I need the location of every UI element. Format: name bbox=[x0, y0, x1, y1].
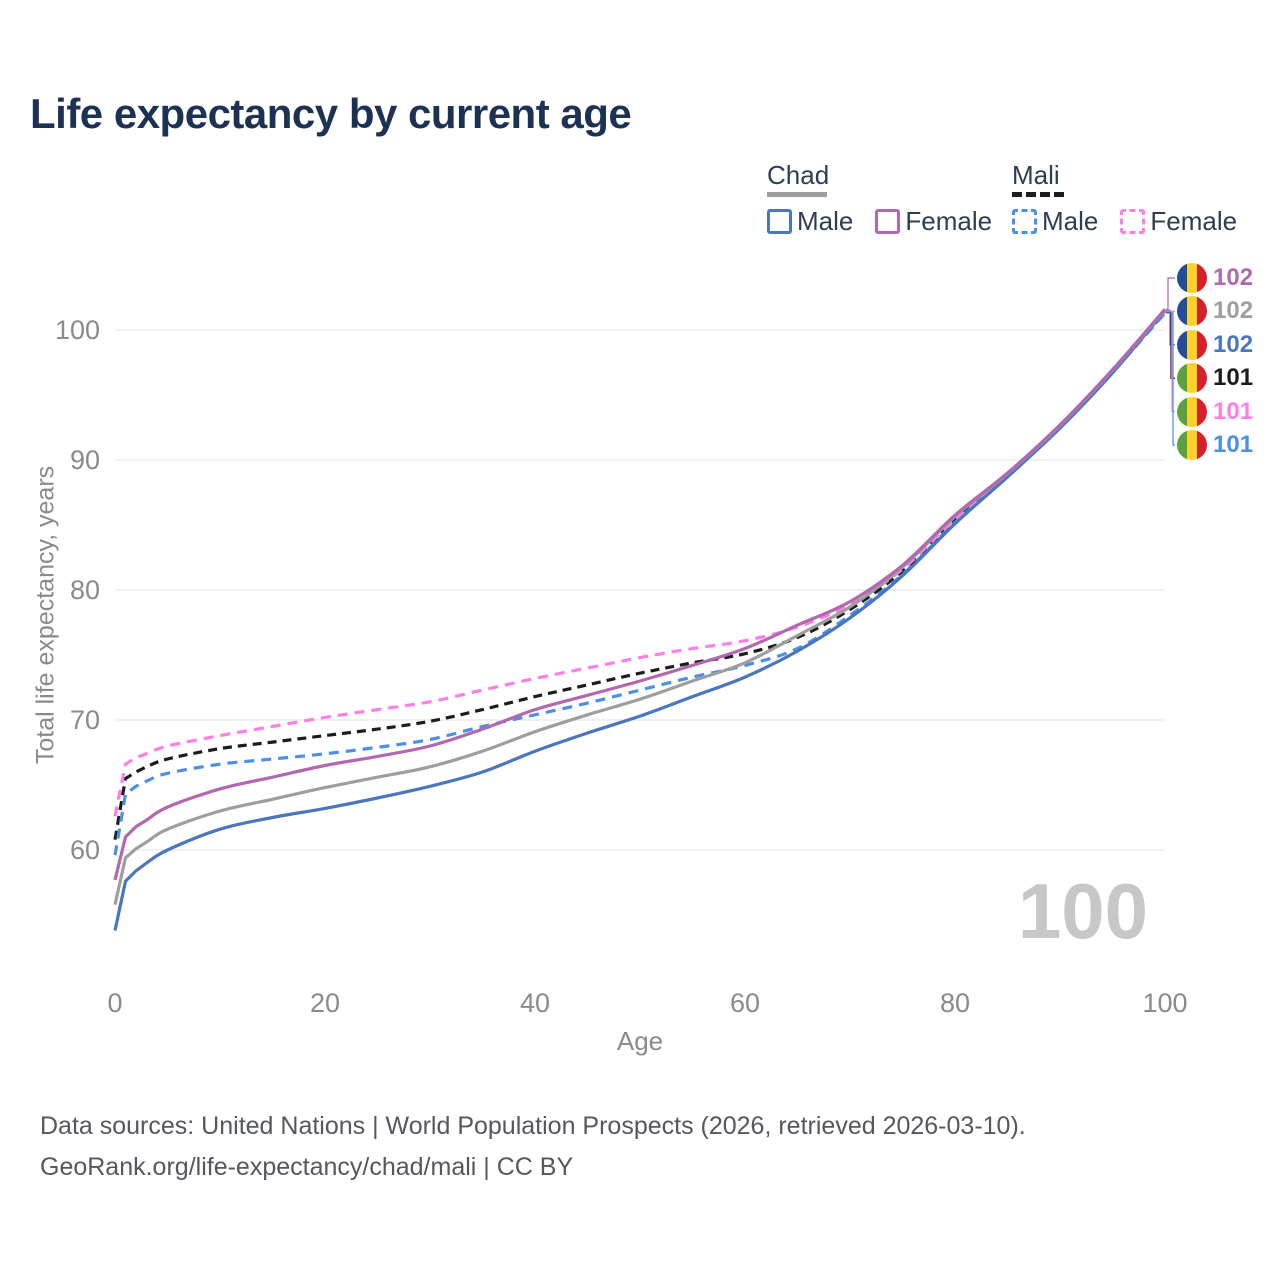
mali-line-style-sample bbox=[1012, 192, 1064, 197]
end-label-connector bbox=[1166, 277, 1175, 310]
y-tick-label: 60 bbox=[70, 835, 100, 865]
legend-group-mali: Mali Male Female bbox=[1012, 162, 1237, 237]
end-value-label: 101 bbox=[1213, 431, 1254, 458]
chad-female-checkbox[interactable] bbox=[875, 209, 901, 234]
legend-item-chad-female[interactable]: Female bbox=[875, 206, 992, 237]
chad-male-checkbox[interactable] bbox=[767, 209, 792, 234]
series-line-chad-total[interactable] bbox=[113, 308, 1167, 905]
mali-female-label: Female bbox=[1150, 206, 1238, 236]
mali-flag-icon bbox=[1177, 430, 1207, 460]
legend-chad-title: Chad bbox=[767, 160, 830, 190]
age-counter-watermark: 100 bbox=[1017, 867, 1148, 955]
end-value-label: 101 bbox=[1213, 397, 1254, 425]
series-end-label-mali-male: 101 bbox=[1177, 430, 1253, 461]
x-tick-label: 80 bbox=[940, 988, 970, 1018]
mali-flag-icon bbox=[1177, 396, 1207, 427]
chad-female-label: Female bbox=[905, 206, 993, 236]
mali-male-checkbox[interactable] bbox=[1012, 209, 1037, 234]
y-tick-label: 90 bbox=[70, 445, 100, 475]
end-value-label: 102 bbox=[1213, 330, 1254, 358]
x-tick-label: 20 bbox=[310, 988, 340, 1018]
series-end-label-chad-total: 102 bbox=[1177, 296, 1253, 327]
series-end-label-mali-female: 101 bbox=[1177, 396, 1253, 427]
y-tick-label: 100 bbox=[55, 315, 100, 345]
legend-item-mali-male[interactable]: Male bbox=[1012, 206, 1098, 237]
series-line-chad-female[interactable] bbox=[113, 308, 1167, 881]
legend-mali-items: Male Female bbox=[1012, 206, 1237, 237]
series-end-label-chad-female: 102 bbox=[1177, 263, 1253, 294]
mali-male-label: Male bbox=[1042, 206, 1099, 236]
chad-male-label: Male bbox=[797, 206, 854, 236]
chad-flag-icon bbox=[1177, 329, 1207, 360]
chad-flag-icon bbox=[1177, 296, 1207, 327]
legend-chad-items: Male Female bbox=[767, 206, 992, 237]
series-end-label-chad-male: 102 bbox=[1177, 329, 1253, 360]
end-value-label: 101 bbox=[1213, 364, 1254, 392]
legend-item-chad-male[interactable]: Male bbox=[767, 206, 853, 237]
chad-flag-icon bbox=[1177, 263, 1207, 293]
series-line-chad-male[interactable] bbox=[113, 309, 1167, 931]
x-axis-title: Age bbox=[616, 1026, 664, 1056]
end-value-label: 102 bbox=[1213, 297, 1254, 325]
series-line-mali-total[interactable] bbox=[113, 310, 1167, 840]
end-label-connector bbox=[1166, 312, 1175, 446]
y-axis-title: Total life expectancy, years bbox=[31, 465, 60, 765]
footer-sources-line: Data sources: United Nations | World Pop… bbox=[40, 1112, 1026, 1140]
x-tick-label: 60 bbox=[730, 988, 760, 1018]
series-line-mali-female[interactable] bbox=[113, 310, 1167, 817]
page-title: Life expectancy by current age bbox=[30, 90, 632, 137]
series-line-mali-male[interactable] bbox=[113, 312, 1167, 856]
mali-female-checkbox[interactable] bbox=[1120, 209, 1146, 234]
x-tick-label: 40 bbox=[520, 988, 550, 1018]
end-value-label: 102 bbox=[1213, 264, 1254, 291]
footer: Data sources: United Nations | World Pop… bbox=[40, 1106, 1026, 1188]
y-tick-label: 70 bbox=[70, 705, 100, 735]
x-tick-label: 0 bbox=[107, 988, 122, 1018]
y-tick-label: 80 bbox=[70, 575, 100, 605]
series-end-label-mali-total: 101 bbox=[1177, 363, 1253, 394]
chad-line-style-sample bbox=[767, 192, 827, 197]
mali-flag-icon bbox=[1177, 363, 1207, 394]
legend-group-chad: Chad Male Female bbox=[767, 162, 992, 237]
footer-link-line: GeoRank.org/life-expectancy/chad/mali | … bbox=[40, 1153, 574, 1181]
x-tick-label: 100 bbox=[1142, 988, 1187, 1018]
legend-item-mali-female[interactable]: Female bbox=[1120, 206, 1237, 237]
legend-mali-title: Mali bbox=[1012, 160, 1060, 190]
